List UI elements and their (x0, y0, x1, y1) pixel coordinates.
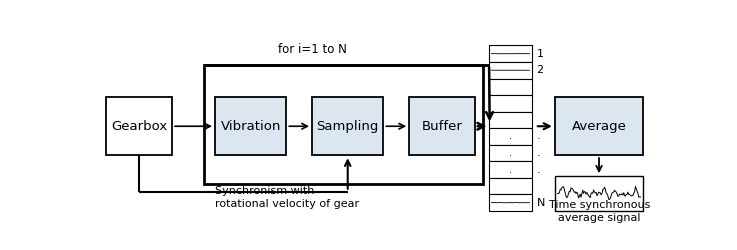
Bar (489, 62, 532, 78)
Bar (555, 176, 643, 211)
Bar (215, 97, 286, 155)
Text: N: N (537, 198, 545, 208)
Text: Vibration: Vibration (220, 120, 281, 133)
Text: Buffer: Buffer (422, 120, 462, 133)
Bar (106, 97, 172, 155)
Bar (489, 46, 532, 62)
Text: for i=1 to N: for i=1 to N (278, 43, 346, 56)
Text: 1: 1 (537, 49, 543, 59)
Bar (489, 194, 532, 211)
Text: .: . (537, 164, 540, 174)
Text: average signal: average signal (558, 213, 640, 223)
Bar (489, 128, 532, 145)
Bar (489, 78, 532, 95)
Bar (489, 145, 532, 161)
Bar (489, 112, 532, 128)
Text: Gearbox: Gearbox (111, 120, 167, 133)
Text: .: . (537, 132, 540, 141)
Text: .: . (509, 132, 512, 141)
Bar (489, 178, 532, 194)
Text: .: . (537, 148, 540, 158)
Text: Average: Average (572, 120, 626, 133)
Text: Synchronism with: Synchronism with (215, 186, 314, 196)
Bar (312, 97, 383, 155)
Text: .: . (509, 164, 512, 174)
Text: Time synchronous: Time synchronous (548, 200, 650, 210)
Bar (203, 65, 483, 184)
Text: rotational velocity of gear: rotational velocity of gear (215, 199, 359, 209)
Bar (555, 97, 643, 155)
Bar (409, 97, 475, 155)
Text: 2: 2 (537, 65, 544, 75)
Bar (489, 95, 532, 112)
Text: Sampling: Sampling (316, 120, 379, 133)
Text: .: . (509, 148, 512, 158)
Bar (489, 161, 532, 178)
